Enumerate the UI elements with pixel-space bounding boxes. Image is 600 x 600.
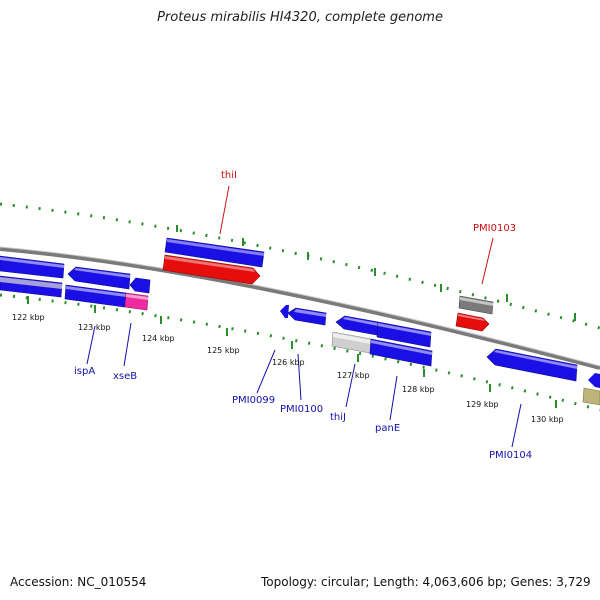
scale-label-130: 130 kbp <box>531 415 564 424</box>
scale-label-124: 124 kbp <box>142 334 175 343</box>
gene-label-panE: panE <box>375 423 400 434</box>
map-title: Proteus mirabilis HI4320, complete genom… <box>157 10 443 25</box>
gene-label-PMI0104: PMI0104 <box>489 450 532 461</box>
gene-label-thiI: thiI <box>221 170 237 181</box>
scale-label-122: 122 kbp <box>12 313 45 322</box>
topology-text: Topology: circular; Length: 4,063,606 bp… <box>261 575 591 589</box>
gene-PMI0100-feature <box>287 307 327 326</box>
gene-thiI-red-feature <box>162 254 261 285</box>
gene-upper-mid-feature <box>335 315 379 336</box>
outer-tick-ring <box>0 202 600 330</box>
genome-backbone <box>0 247 600 370</box>
gene-label-PMI0100: PMI0100 <box>280 404 323 415</box>
gene-left-upper-2-feature <box>67 266 131 290</box>
label-connectors <box>86 185 522 448</box>
gene-right-olive-feature <box>582 387 600 406</box>
gene-label-PMI0099: PMI0099 <box>232 395 275 406</box>
gene-label-xseB: xseB <box>113 371 137 382</box>
gene-PMI0103-red-feature <box>455 312 490 332</box>
outer-major-ticks <box>176 225 576 321</box>
scale-label-127: 127 kbp <box>337 371 370 380</box>
accession-text: Accession: NC_010554 <box>10 575 147 589</box>
gene-right-edge-feature <box>588 373 600 388</box>
scale-label-125: 125 kbp <box>207 346 240 355</box>
gene-PMI0104-feature <box>486 348 578 382</box>
inner-major-ticks <box>27 296 557 408</box>
scale-label-128: 128 kbp <box>402 385 435 394</box>
gene-label-ispA: ispA <box>74 366 95 377</box>
gene-PMI0099-feature <box>280 305 289 318</box>
gene-left-upper-3-feature <box>129 277 151 294</box>
scale-label-123: 123 kbp <box>78 323 111 332</box>
gene-label-thiJ: thiJ <box>330 412 346 423</box>
scale-label-126: 126 kbp <box>272 358 305 367</box>
scale-label-129: 129 kbp <box>466 400 499 409</box>
gene-label-PMI0103: PMI0103 <box>473 223 516 234</box>
